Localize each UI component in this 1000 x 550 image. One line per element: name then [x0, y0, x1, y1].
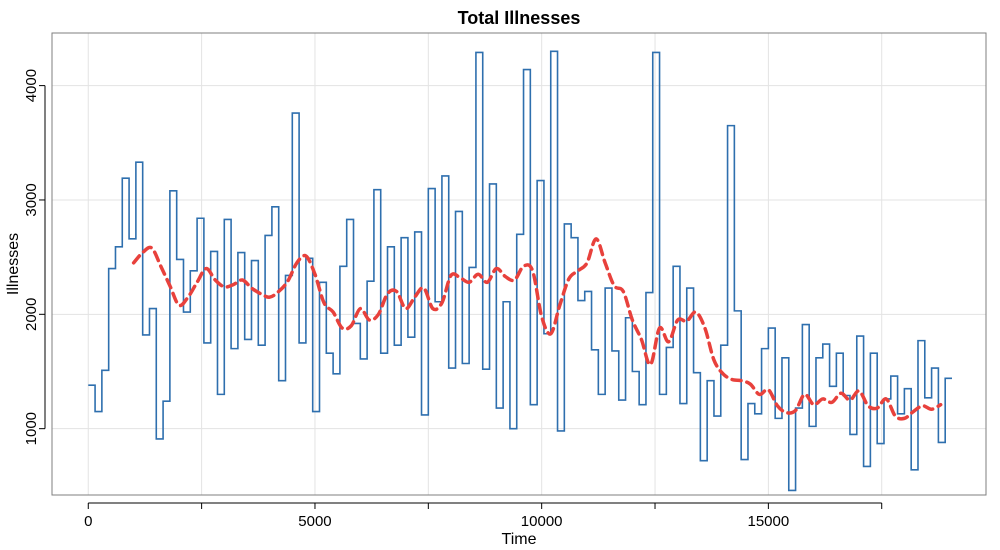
y-tick-label: 1000 [23, 412, 40, 445]
x-tick-label: 15000 [748, 513, 790, 530]
x-tick-label: 10000 [521, 513, 563, 530]
plot-frame [51, 32, 987, 496]
smoothed-trend-line [131, 237, 943, 421]
y-tick-label: 2000 [23, 298, 40, 331]
axes: 0 5000 10000 15000 1000 2000 3000 4000 [23, 69, 883, 530]
grid-lines [52, 33, 986, 495]
x-tick-label: 5000 [298, 513, 331, 530]
x-axis-title: Time [502, 531, 537, 548]
y-tick-label: 4000 [23, 69, 40, 102]
y-axis-title: Illnesses [5, 233, 22, 295]
chart-title: Total Illnesses [458, 8, 581, 28]
series-layer [88, 50, 952, 492]
x-tick-label: 0 [84, 513, 92, 530]
illnesses-step-line [88, 50, 952, 492]
y-tick-label: 3000 [23, 183, 40, 216]
